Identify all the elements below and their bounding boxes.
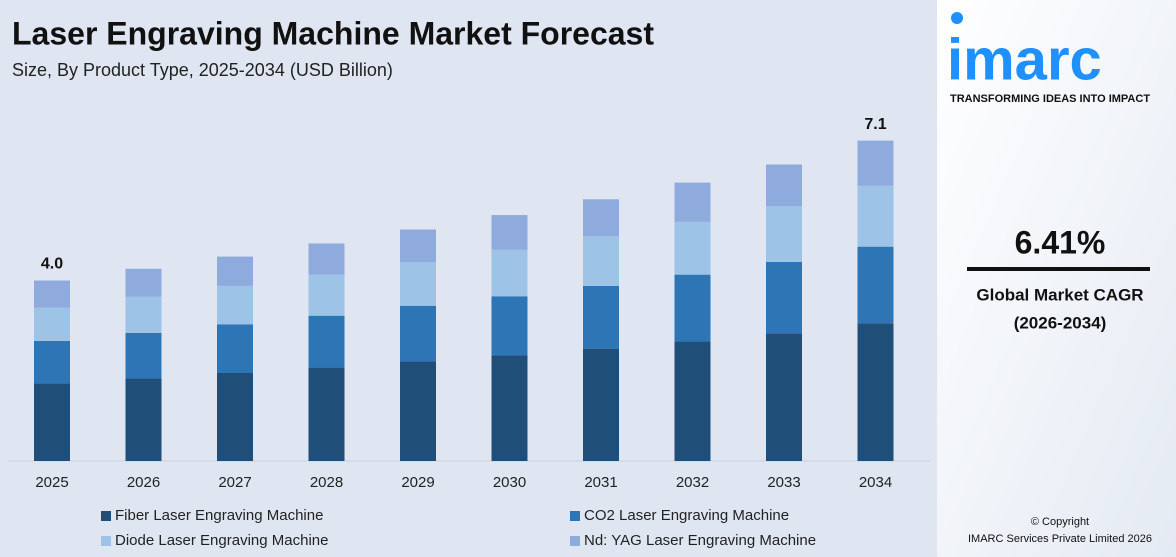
bar-segment xyxy=(125,296,162,333)
legend-swatch xyxy=(570,511,580,521)
bar-segment xyxy=(491,355,528,461)
x-tick-label: 2033 xyxy=(767,474,800,491)
copyright: © Copyright xyxy=(1031,516,1089,528)
bar-segment xyxy=(583,199,619,237)
bar-segment xyxy=(217,285,253,325)
bar-segment xyxy=(857,185,894,247)
sidebar-bg xyxy=(937,0,1176,557)
x-tick-label: 2031 xyxy=(584,474,617,491)
bar-segment xyxy=(217,324,253,374)
legend-label: Fiber Laser Engraving Machine xyxy=(115,507,323,524)
bar-segment xyxy=(583,285,619,349)
bar-segment xyxy=(491,249,528,297)
bar-segment xyxy=(491,296,528,356)
bar-segment xyxy=(491,215,528,250)
bar-segment xyxy=(308,274,345,316)
legend-swatch xyxy=(570,536,580,546)
bar-segment xyxy=(125,378,162,461)
bar-segment xyxy=(400,229,436,262)
x-tick-label: 2027 xyxy=(218,474,251,491)
cagr-label: Global Market CAGR xyxy=(976,285,1143,304)
bar-segment xyxy=(217,256,253,286)
bar-segment xyxy=(766,261,802,334)
bar-segment xyxy=(674,221,711,275)
logo: imarc xyxy=(947,27,1102,92)
bar-segment xyxy=(674,182,711,222)
x-tick-label: 2032 xyxy=(676,474,709,491)
bar-segment xyxy=(308,367,345,461)
total-label: 4.0 xyxy=(41,256,63,273)
legend-swatch xyxy=(101,536,111,546)
chart-subtitle: Size, By Product Type, 2025-2034 (USD Bi… xyxy=(12,60,393,80)
cagr-rule xyxy=(967,267,1150,271)
bar-segment xyxy=(34,383,70,461)
x-tick-label: 2029 xyxy=(401,474,434,491)
bar-segment xyxy=(308,243,345,275)
bar-segment xyxy=(674,341,711,461)
bar-segment xyxy=(674,274,711,342)
tagline: TRANSFORMING IDEAS INTO IMPACT xyxy=(950,93,1150,105)
x-tick-label: 2026 xyxy=(127,474,160,491)
bar-segment xyxy=(34,280,70,308)
bar-segment xyxy=(125,268,162,297)
bar-segment xyxy=(857,140,894,186)
bar-segment xyxy=(34,340,70,384)
bar-segment xyxy=(34,307,70,341)
bar-segment xyxy=(308,315,345,368)
bar-segment xyxy=(125,332,162,379)
x-tick-label: 2028 xyxy=(310,474,343,491)
bar-segment xyxy=(766,164,802,207)
total-label: 7.1 xyxy=(864,116,886,133)
bar-segment xyxy=(400,261,436,306)
company: IMARC Services Private Limited 2026 xyxy=(968,533,1152,545)
bar-segment xyxy=(217,373,253,461)
chart-title: Laser Engraving Machine Market Forecast xyxy=(12,15,654,51)
legend-label: Diode Laser Engraving Machine xyxy=(115,532,328,549)
bar-segment xyxy=(400,361,436,461)
bar-segment xyxy=(766,333,802,461)
bar-segment xyxy=(766,206,802,262)
legend-label: Nd: YAG Laser Engraving Machine xyxy=(584,532,816,549)
bar-segment xyxy=(857,246,894,324)
cagr-period: (2026-2034) xyxy=(1014,313,1107,332)
x-tick-label: 2034 xyxy=(859,474,892,491)
bar-segment xyxy=(583,348,619,461)
x-tick-label: 2030 xyxy=(493,474,526,491)
legend-label: CO2 Laser Engraving Machine xyxy=(584,507,789,524)
cagr-value: 6.41% xyxy=(1015,224,1106,260)
logo-dot xyxy=(951,12,963,24)
bar-segment xyxy=(400,305,436,362)
bar-segment xyxy=(857,323,894,461)
bar-segment xyxy=(583,236,619,286)
legend-swatch xyxy=(101,511,111,521)
x-tick-label: 2025 xyxy=(35,474,68,491)
